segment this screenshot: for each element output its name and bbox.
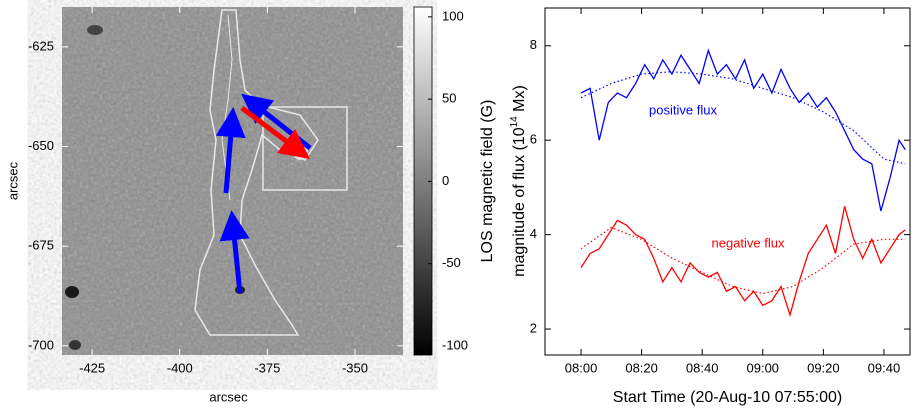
colorbar-tick-label: -100 — [442, 337, 468, 352]
x-axis-label: Start Time (20-Aug-10 07:55:00) — [613, 389, 842, 406]
x-tick-label: 09:00 — [747, 360, 780, 375]
x-tick-label: 09:40 — [868, 360, 901, 375]
plot-frame — [544, 7, 911, 356]
annotation: negative flux — [712, 235, 785, 250]
y-tick-label: 4 — [530, 226, 537, 241]
y-tick-label: -625 — [28, 38, 54, 53]
x-tick-label: -350 — [342, 360, 368, 375]
x-tick-label: -425 — [79, 360, 105, 375]
fit-line — [580, 71, 906, 165]
y-tick-label: 8 — [530, 37, 537, 52]
y-tick-label: -650 — [28, 138, 54, 153]
y-axis-label-part: Mx) — [511, 85, 528, 116]
colorbar-tick-label: 50 — [442, 91, 456, 106]
x-tick-label: 08:40 — [686, 360, 719, 375]
x-tick-label: 09:20 — [807, 360, 840, 375]
flux-line — [580, 206, 906, 318]
y-axis-label: magnitude of flux (1014 Mx) — [509, 85, 529, 277]
y-axis-label-part: magnitude of flux (10 — [511, 127, 528, 277]
x-tick-label: -375 — [254, 360, 280, 375]
y-tick-label: -700 — [28, 337, 54, 352]
x-tick-label: 08:20 — [625, 360, 658, 375]
colorbar-label: LOS magnetic field (G) — [479, 100, 496, 263]
magnetogram — [62, 7, 403, 355]
x-tick-label: 08:00 — [565, 360, 598, 375]
fit-line — [580, 226, 906, 295]
y-axis-label: arcsec — [5, 161, 20, 200]
y-tick-label: 6 — [530, 132, 537, 147]
y-tick-label: 2 — [530, 320, 537, 335]
colorbar-tick-label: 100 — [442, 8, 464, 23]
colorbar-tick-label: -50 — [442, 255, 461, 270]
annotation: positive flux — [649, 102, 717, 117]
x-tick-label: -400 — [167, 360, 193, 375]
colorbar-tick-label: 0 — [442, 173, 449, 188]
flux-line — [580, 48, 906, 212]
y-axis-label-part: 14 — [509, 116, 520, 128]
y-tick-label: -675 — [28, 238, 54, 253]
x-axis-label: arcsec — [209, 389, 248, 404]
